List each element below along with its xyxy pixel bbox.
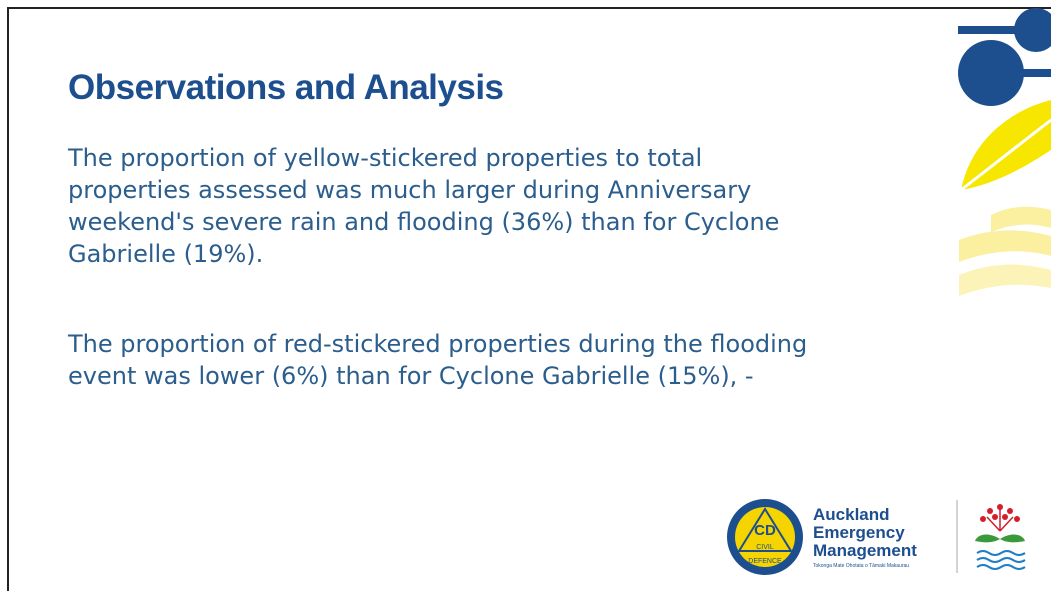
deco-wave (959, 265, 1051, 296)
page: Observations and Analysis The proportion… (0, 0, 1051, 591)
text-line: The proportion of red-stickered properti… (68, 328, 807, 360)
paragraph: The proportion of red-stickered properti… (68, 328, 807, 392)
badge-text: CIVIL (756, 544, 774, 551)
deco-wave (991, 207, 1051, 232)
logo-name: Emergency (813, 523, 905, 542)
slide-title: Observations and Analysis (68, 68, 504, 108)
text-line: event was lower (6%) than for Cyclone Ga… (68, 360, 807, 392)
decoration (951, 0, 1051, 300)
badge-text: DEFENCE (748, 558, 782, 565)
logo: CD CIVIL DEFENCE Auckland Emergency Mana… (725, 495, 1045, 580)
pohutukawa-icon (975, 504, 1025, 569)
deco-circle (958, 40, 1024, 106)
badge-text: CD (754, 522, 776, 539)
logo-name: Management (813, 541, 917, 560)
deco-leaf (961, 100, 1051, 190)
text-line: Gabrielle (19%). (68, 238, 779, 270)
deco-wave (959, 230, 1051, 262)
text-line: properties assessed was much larger duri… (68, 174, 779, 206)
paragraph: The proportion of yellow-stickered prope… (68, 142, 779, 270)
text-line: weekend's severe rain and flooding (36%)… (68, 206, 779, 238)
logo-name: Auckland (813, 505, 890, 524)
logo-tagline: Tokonga Mate Ohotata o Tāmaki Makaurau (813, 563, 909, 569)
text-line: The proportion of yellow-stickered prope… (68, 142, 779, 174)
deco-circle (1014, 8, 1051, 52)
